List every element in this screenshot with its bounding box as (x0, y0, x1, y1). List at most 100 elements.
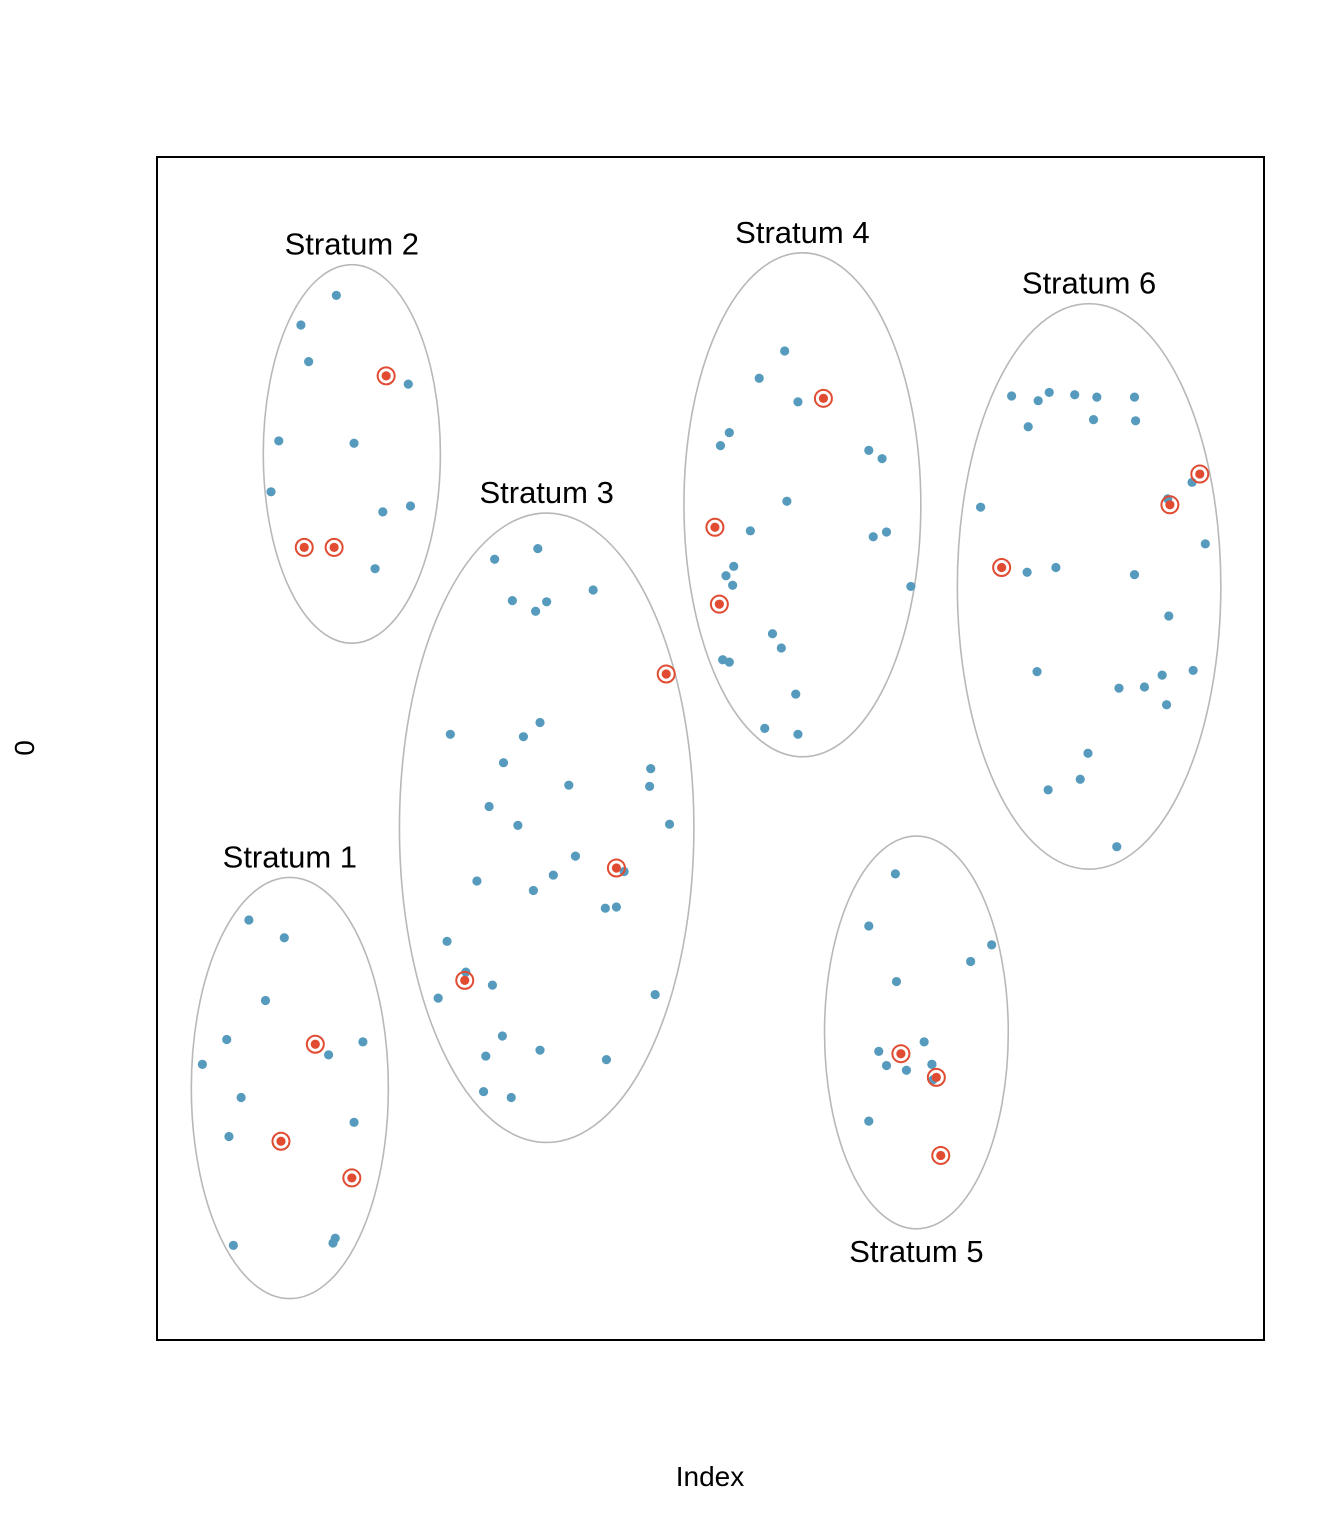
population-point (987, 940, 997, 950)
population-point (1044, 387, 1054, 398)
y-axis-label: 0 (9, 740, 40, 756)
population-point (487, 980, 498, 990)
population-point (507, 596, 517, 606)
population-point (760, 723, 770, 733)
population-point (600, 903, 610, 913)
population-point (728, 580, 738, 590)
population-point (349, 1117, 359, 1127)
population-point (601, 1055, 612, 1065)
population-point (791, 689, 801, 699)
population-point (650, 989, 660, 1000)
population-point (745, 526, 755, 536)
sampled-point-dot (460, 975, 470, 985)
population-point (535, 717, 545, 728)
stratum-label: Stratum 4 (735, 215, 869, 250)
population-point (1007, 391, 1017, 401)
sampled-point-dot (997, 562, 1007, 573)
population-point (279, 933, 289, 943)
population-point (874, 1046, 884, 1056)
population-point (331, 290, 341, 301)
sampled-point-ring (305, 1034, 325, 1054)
sampled-point-ring (813, 388, 833, 408)
population-point (484, 801, 494, 812)
sampled-point-ring (376, 366, 396, 386)
population-point (588, 585, 598, 595)
population-point (611, 902, 622, 912)
sampled-point-ring (926, 1067, 946, 1087)
population-point (793, 397, 803, 407)
sampled-point (992, 558, 1012, 578)
population-point (724, 428, 734, 438)
population-point (533, 543, 543, 554)
population-point (1070, 390, 1080, 400)
population-point (1075, 774, 1085, 784)
population-point (197, 1059, 207, 1069)
sampled-point (376, 366, 396, 386)
stratum-ellipse (956, 302, 1222, 870)
sampled-point (455, 970, 475, 990)
population-point (433, 993, 443, 1003)
sampled-point-dot (1165, 500, 1175, 510)
population-point (370, 564, 380, 574)
population-point (1188, 665, 1198, 676)
population-point (442, 936, 452, 946)
sampled-point-ring (324, 537, 344, 557)
sampled-point-ring (709, 594, 729, 614)
sampled-point-ring (342, 1168, 362, 1188)
stratum-group: Stratum 4 (683, 215, 922, 758)
population-point (445, 729, 455, 739)
sampled-point-dot (896, 1049, 906, 1059)
sampled-point (705, 517, 725, 537)
population-point (919, 1037, 929, 1047)
population-point (405, 501, 416, 511)
population-point (646, 764, 656, 774)
sampled-point (324, 537, 344, 557)
population-point (478, 1086, 489, 1097)
population-point (881, 527, 892, 537)
sampled-point (656, 664, 676, 684)
population-point (358, 1037, 368, 1047)
population-point (228, 1240, 238, 1250)
sampled-point-dot (329, 542, 339, 552)
population-point (481, 1051, 491, 1061)
stratum-ellipse (190, 876, 390, 1300)
population-point (1130, 416, 1141, 426)
population-point (864, 445, 874, 455)
population-point (729, 561, 739, 571)
population-point (901, 1065, 912, 1075)
sampled-point (709, 594, 729, 614)
sampled-point-dot (299, 542, 309, 552)
sampled-point (813, 388, 833, 408)
population-point (266, 487, 276, 497)
population-point (1092, 392, 1102, 402)
population-point (864, 1116, 874, 1126)
population-point (1200, 539, 1210, 549)
population-point (927, 1059, 937, 1069)
sampled-point (1190, 464, 1210, 484)
population-point (274, 436, 284, 446)
stratum-label: Stratum 5 (849, 1234, 983, 1269)
population-point (1032, 667, 1042, 677)
population-point (1033, 396, 1043, 406)
population-point (966, 956, 976, 967)
sampled-point (305, 1034, 325, 1054)
population-point (222, 1034, 232, 1045)
population-point (754, 373, 764, 383)
population-point (497, 1031, 507, 1041)
sampled-point-dot (381, 371, 391, 381)
stratum-ellipse (262, 263, 442, 645)
population-point (498, 758, 509, 768)
sampled-point-ring (1160, 495, 1180, 515)
population-point (323, 1050, 334, 1060)
population-point (224, 1131, 234, 1142)
population-point (891, 976, 902, 987)
stratum-ellipse (398, 512, 695, 1144)
population-point (564, 780, 574, 790)
sampled-point-ring (656, 664, 676, 684)
population-point (1022, 567, 1032, 577)
sampled-point (271, 1131, 291, 1151)
x-axis-label: Index (676, 1461, 745, 1492)
population-point (1129, 392, 1140, 402)
population-point (890, 869, 900, 879)
